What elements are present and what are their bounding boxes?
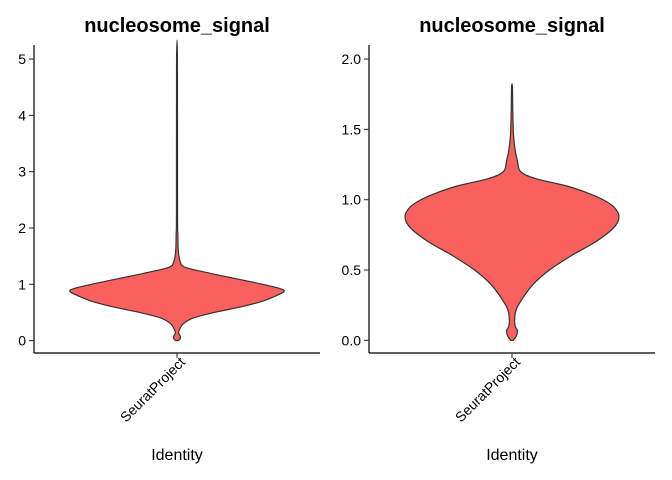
y-tick-label: 5 bbox=[18, 51, 26, 67]
panel-2-x-tick-label: SeuratProject bbox=[452, 354, 523, 425]
y-tick-label: 4 bbox=[18, 107, 26, 123]
y-tick-label: 0 bbox=[18, 333, 26, 349]
y-tick-label: 1.5 bbox=[342, 121, 362, 137]
panel-1-x-axis-title: Identity bbox=[151, 447, 203, 464]
panel-2-y-ticks: 0.0 0.5 1.0 1.5 2.0 bbox=[342, 51, 369, 348]
panel-2-title: nucleosome_signal bbox=[419, 15, 605, 37]
y-tick-label: 2 bbox=[18, 220, 26, 236]
violin-panel-1: nucleosome_signal 0 1 2 3 4 5 SeuratProject I… bbox=[18, 15, 320, 464]
panel-2-violin bbox=[404, 83, 620, 341]
y-tick-label: 0.5 bbox=[342, 262, 362, 278]
panel-1-title: nucleosome_signal bbox=[84, 15, 270, 37]
y-tick-label: 1 bbox=[18, 276, 26, 292]
y-tick-label: 3 bbox=[18, 164, 26, 180]
panel-2-x-axis-title: Identity bbox=[486, 447, 538, 464]
y-tick-label: 0.0 bbox=[342, 332, 362, 348]
panel-1-violin bbox=[69, 39, 285, 342]
y-tick-label: 1.0 bbox=[342, 192, 362, 208]
panel-1-y-ticks: 0 1 2 3 4 5 bbox=[18, 51, 34, 349]
violin-panel-2: nucleosome_signal 0.0 0.5 1.0 1.5 2.0 Seurat… bbox=[342, 15, 655, 464]
panel-1-x-tick-label: SeuratProject bbox=[117, 354, 188, 425]
y-tick-label: 2.0 bbox=[342, 51, 362, 67]
